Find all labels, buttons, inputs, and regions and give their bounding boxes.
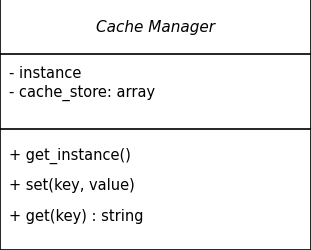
Text: + set(key, value): + set(key, value) [9,178,135,192]
Text: - cache_store: array: - cache_store: array [9,84,156,101]
Text: + get_instance(): + get_instance() [9,147,131,163]
Text: + get(key) : string: + get(key) : string [9,208,144,223]
Text: Cache Manager: Cache Manager [96,20,215,35]
Text: - instance: - instance [9,66,82,81]
